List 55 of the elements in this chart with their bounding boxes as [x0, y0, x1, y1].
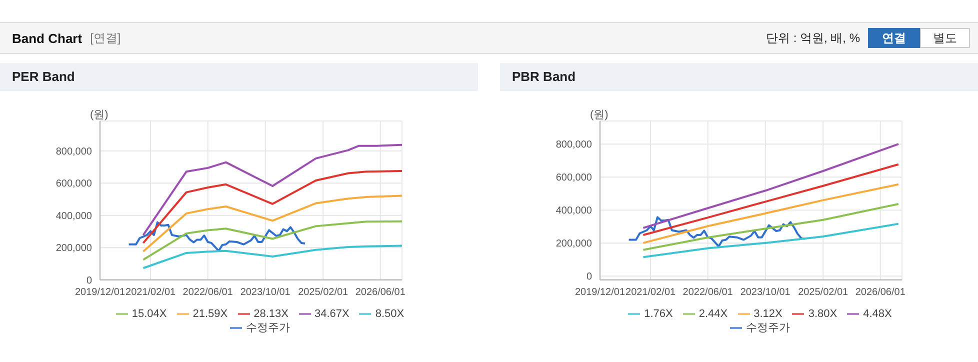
legend-label: 3.80X — [808, 308, 838, 320]
line-series — [142, 220, 402, 261]
legend-label: 수정주가 — [246, 322, 290, 334]
y-tick-label: 600,000 — [556, 172, 592, 184]
x-tick-label: 2025/02/01 — [298, 287, 349, 298]
line-series — [642, 163, 900, 236]
x-tick-label: 2019/12/01 — [74, 287, 126, 298]
text: Band Chart — [12, 30, 82, 46]
line-series — [128, 221, 306, 252]
line-series — [142, 244, 402, 270]
y-tick-label: 200,000 — [556, 238, 592, 250]
x-tick-label: 2022/06/01 — [682, 287, 734, 298]
line-series — [642, 222, 900, 258]
legend-label: 2.44X — [698, 308, 728, 320]
legend-label: 1.76X — [644, 308, 673, 320]
x-tick-label: 2023/10/01 — [240, 287, 291, 298]
y-tick-label: 800,000 — [56, 146, 92, 158]
legend-label: 21.59X — [192, 308, 228, 320]
x-tick-label: 2026/06/01 — [855, 287, 906, 298]
legend-label: 3.12X — [754, 308, 782, 320]
legend-label: 34.67X — [314, 308, 350, 320]
text: 연결 — [868, 28, 920, 48]
line-series — [642, 203, 900, 251]
line-series — [642, 143, 900, 229]
y-tick-label: 0 — [586, 272, 592, 283]
line-series — [142, 144, 402, 236]
chart-title: PBR Band — [500, 63, 978, 91]
x-tick-label: 2019/12/01 — [574, 287, 626, 298]
line-series — [142, 170, 402, 244]
line-series — [642, 183, 900, 244]
y-axis-title: (원) — [90, 108, 108, 122]
chart-title: PER Band — [0, 63, 478, 91]
line-series — [628, 216, 806, 248]
y-tick-label: 400,000 — [56, 210, 92, 222]
legend-label: 8.50X — [375, 308, 404, 320]
x-tick-label: 2022/06/01 — [182, 287, 234, 298]
y-tick-label: 0 — [86, 275, 92, 286]
line-series — [142, 194, 402, 253]
x-tick-label: 2026/06/01 — [355, 287, 406, 298]
legend-label: 15.04X — [132, 308, 167, 320]
text: 단위 : 억원, 배, % — [766, 30, 860, 46]
legend-label: 28.13X — [254, 308, 288, 320]
text: [연결] — [90, 30, 121, 46]
x-tick-label: 2021/02/01 — [626, 287, 676, 298]
y-tick-label: 200,000 — [56, 243, 92, 254]
text: 별도 — [920, 28, 970, 48]
legend-label: 4.48X — [863, 308, 892, 320]
y-tick-label: 400,000 — [556, 206, 592, 217]
x-tick-label: 2021/02/01 — [126, 287, 176, 298]
y-tick-label: 800,000 — [556, 140, 592, 151]
x-tick-label: 2023/10/01 — [740, 287, 791, 298]
x-tick-label: 2025/02/01 — [798, 287, 849, 298]
y-tick-label: 600,000 — [56, 178, 92, 190]
legend-label: 수정주가 — [746, 322, 790, 334]
y-axis-title: (원) — [590, 108, 608, 122]
